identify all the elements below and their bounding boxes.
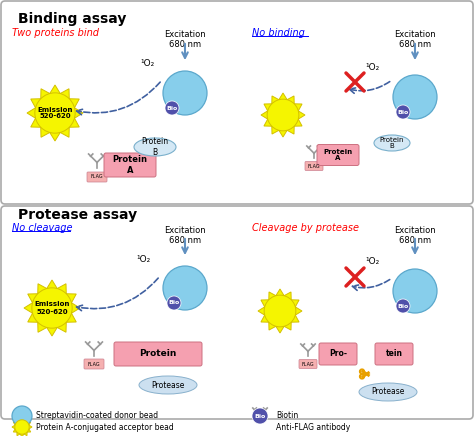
FancyBboxPatch shape xyxy=(305,161,323,170)
Text: FLAG: FLAG xyxy=(88,361,100,367)
FancyBboxPatch shape xyxy=(319,343,357,365)
Polygon shape xyxy=(258,289,302,333)
Circle shape xyxy=(396,299,410,313)
Text: Protein
B: Protein B xyxy=(380,136,404,150)
Circle shape xyxy=(165,101,179,115)
Text: No binding: No binding xyxy=(252,28,305,38)
Ellipse shape xyxy=(359,383,417,401)
Circle shape xyxy=(35,93,75,133)
Polygon shape xyxy=(24,280,80,336)
Text: Cleavage by protease: Cleavage by protease xyxy=(252,223,359,233)
FancyBboxPatch shape xyxy=(375,343,413,365)
FancyBboxPatch shape xyxy=(104,153,156,177)
Text: Biotin: Biotin xyxy=(276,412,298,420)
Text: Protease: Protease xyxy=(151,381,185,389)
Circle shape xyxy=(163,266,207,310)
Text: Protein
A: Protein A xyxy=(323,149,353,161)
Text: Bio: Bio xyxy=(168,300,180,306)
FancyBboxPatch shape xyxy=(1,1,473,204)
Polygon shape xyxy=(261,93,305,137)
FancyBboxPatch shape xyxy=(317,144,359,166)
Text: Protein
A: Protein A xyxy=(112,155,147,175)
Text: Binding assay: Binding assay xyxy=(18,12,127,26)
Ellipse shape xyxy=(134,138,176,156)
Text: Excitation
680 nm: Excitation 680 nm xyxy=(394,226,436,245)
Text: Emission
520-620: Emission 520-620 xyxy=(34,302,70,314)
Text: ¹O₂: ¹O₂ xyxy=(140,58,154,68)
FancyBboxPatch shape xyxy=(1,206,473,419)
Circle shape xyxy=(393,75,437,119)
Text: Emission
520-620: Emission 520-620 xyxy=(37,106,73,119)
Circle shape xyxy=(264,295,296,327)
Circle shape xyxy=(267,99,299,131)
Circle shape xyxy=(163,71,207,115)
Text: Bio: Bio xyxy=(397,303,409,309)
Text: Streptavidin-coated donor bead: Streptavidin-coated donor bead xyxy=(36,412,158,420)
Text: Protein
B: Protein B xyxy=(141,137,169,157)
Text: Protein A-conjugated acceptor bead: Protein A-conjugated acceptor bead xyxy=(36,422,174,432)
Circle shape xyxy=(15,420,29,434)
Text: tein: tein xyxy=(385,350,402,358)
Circle shape xyxy=(12,406,32,426)
Text: Pro-: Pro- xyxy=(329,350,347,358)
Circle shape xyxy=(167,296,181,310)
Text: ¹O₂: ¹O₂ xyxy=(365,62,379,72)
Circle shape xyxy=(396,105,410,119)
Circle shape xyxy=(252,408,268,424)
Text: Protein: Protein xyxy=(139,350,177,358)
Text: Excitation
680 nm: Excitation 680 nm xyxy=(164,30,206,49)
Text: Excitation
680 nm: Excitation 680 nm xyxy=(394,30,436,49)
Circle shape xyxy=(393,269,437,313)
Text: ¹O₂: ¹O₂ xyxy=(136,255,150,265)
Text: ¹O₂: ¹O₂ xyxy=(365,258,379,266)
Text: Protease assay: Protease assay xyxy=(18,208,137,222)
Text: Bio: Bio xyxy=(255,413,265,419)
Ellipse shape xyxy=(139,376,197,394)
Polygon shape xyxy=(12,417,32,436)
FancyBboxPatch shape xyxy=(114,342,202,366)
Text: Excitation
680 nm: Excitation 680 nm xyxy=(164,226,206,245)
Circle shape xyxy=(32,288,72,328)
Text: FLAG: FLAG xyxy=(91,174,103,180)
Text: Protease: Protease xyxy=(371,388,405,396)
Text: FLAG: FLAG xyxy=(301,361,314,367)
Text: Anti-FLAG antibody: Anti-FLAG antibody xyxy=(276,422,350,432)
Text: Bio: Bio xyxy=(397,109,409,115)
Text: Bio: Bio xyxy=(166,106,178,110)
Polygon shape xyxy=(27,85,83,141)
FancyBboxPatch shape xyxy=(84,359,104,369)
Text: No cleavage: No cleavage xyxy=(12,223,73,233)
FancyBboxPatch shape xyxy=(87,172,107,182)
FancyBboxPatch shape xyxy=(299,360,317,368)
Ellipse shape xyxy=(374,135,410,151)
Text: Two proteins bind: Two proteins bind xyxy=(12,28,99,38)
Text: FLAG: FLAG xyxy=(308,164,320,168)
